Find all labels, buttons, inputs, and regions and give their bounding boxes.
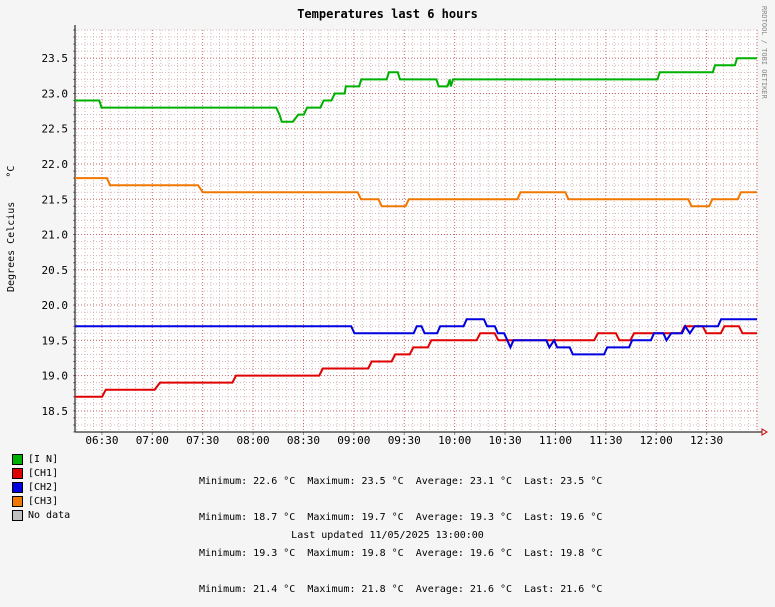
legend-item-nodata: No data [12, 508, 70, 522]
x-axis-arrow [761, 428, 768, 436]
legend-label: [CH1] [28, 467, 59, 479]
legend: [I N] [CH1] [CH2] [CH3] No data [12, 452, 70, 522]
y-tick-label: 23.0 [42, 87, 69, 100]
x-tick-label: 12:00 [640, 434, 673, 447]
legend-item-ch2: [CH2] [12, 480, 70, 494]
x-tick-label: 07:30 [186, 434, 219, 447]
x-tick-label: 11:30 [589, 434, 622, 447]
x-tick-label: 08:30 [287, 434, 320, 447]
series-line-2 [75, 318, 757, 356]
y-tick-label: 23.5 [42, 52, 69, 65]
legend-swatch [12, 481, 23, 493]
x-tick-label: 06:30 [85, 434, 118, 447]
y-tick-label: 20.0 [42, 299, 69, 312]
stats-in: Minimum: 22.6 °C Maximum: 23.5 °C Averag… [199, 475, 603, 487]
last-updated: Last updated 11/05/2025 13:00:00 [291, 530, 484, 541]
legend-item-in: [I N] [12, 452, 70, 466]
y-tick-label: 20.5 [42, 264, 69, 277]
series-line-3 [75, 177, 757, 208]
x-tick-label: 08:00 [237, 434, 270, 447]
legend-swatch [12, 467, 23, 479]
legend-label: No data [28, 509, 71, 521]
y-tick-label: 22.5 [42, 123, 69, 136]
legend-item-ch3: [CH3] [12, 494, 70, 508]
plot-area [75, 30, 757, 432]
legend-swatch [12, 453, 23, 465]
x-tick-label: 10:30 [488, 434, 521, 447]
x-tick-label: 09:30 [388, 434, 421, 447]
legend-label: [CH2] [28, 481, 59, 493]
temperature-chart: 18.5 19.0 19.5 20.0 20.5 21.0 21.5 22.0 22.5 23.0… [42, 25, 768, 447]
chart-title: Temperatures last 6 hours [297, 7, 478, 21]
legend-swatch [12, 495, 23, 507]
y-tick-label: 19.0 [42, 370, 69, 383]
legend-label: [I N] [28, 453, 59, 465]
x-tick-label: 12:30 [690, 434, 723, 447]
x-tick-label: 11:00 [539, 434, 572, 447]
stats-ch2: Minimum: 19.3 °C Maximum: 19.8 °C Averag… [199, 547, 603, 559]
x-tick-label: 07:00 [136, 434, 169, 447]
y-tick-label: 21.5 [42, 193, 69, 206]
y-tick-label: 18.5 [42, 405, 69, 418]
legend-item-ch1: [CH1] [12, 466, 70, 480]
series-line-0 [75, 57, 757, 123]
y-tick-label: 21.0 [42, 229, 69, 242]
legend-label: [CH3] [28, 495, 59, 507]
y-tick-label: 19.5 [42, 334, 69, 347]
x-tick-label: 10:00 [438, 434, 471, 447]
x-tick-label: 09:00 [337, 434, 370, 447]
stats-ch1: Minimum: 18.7 °C Maximum: 19.7 °C Averag… [199, 511, 603, 523]
y-tick-label: 22.0 [42, 158, 69, 171]
stats-ch3: Minimum: 21.4 °C Maximum: 21.8 °C Averag… [199, 583, 603, 595]
legend-swatch [12, 509, 23, 521]
